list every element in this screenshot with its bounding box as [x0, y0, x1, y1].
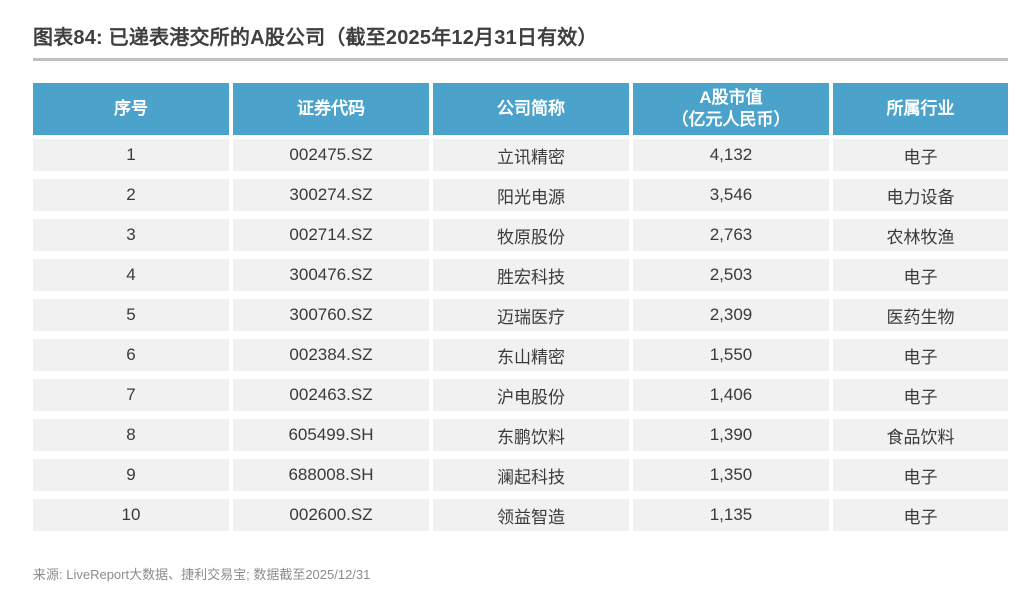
cell-market-cap: 1,350: [633, 459, 829, 491]
table-row: 8 605499.SH 东鹏饮料 1,390 食品饮料: [33, 419, 1008, 451]
table-row: 1 002475.SZ 立讯精密 4,132 电子: [33, 139, 1008, 171]
cell-code: 605499.SH: [233, 419, 429, 451]
table-row: 2 300274.SZ 阳光电源 3,546 电力设备: [33, 179, 1008, 211]
cell-code: 300274.SZ: [233, 179, 429, 211]
cell-company-name: 澜起科技: [433, 459, 629, 491]
cell-industry: 食品饮料: [833, 419, 1008, 451]
cell-market-cap: 2,309: [633, 299, 829, 331]
cell-market-cap: 2,763: [633, 219, 829, 251]
cell-company-name: 东山精密: [433, 339, 629, 371]
cell-industry: 电子: [833, 139, 1008, 171]
cell-company-name: 立讯精密: [433, 139, 629, 171]
cell-company-name: 胜宏科技: [433, 259, 629, 291]
table-row: 10 002600.SZ 领益智造 1,135 电子: [33, 499, 1008, 531]
cell-market-cap: 2,503: [633, 259, 829, 291]
cell-industry: 电子: [833, 459, 1008, 491]
col-header-label: 序号: [114, 99, 148, 118]
cell-code: 002384.SZ: [233, 339, 429, 371]
source-note: 来源: LiveReport大数据、捷利交易宝; 数据截至2025/12/31: [33, 567, 371, 582]
col-header-label: A股市值: [699, 88, 763, 107]
cell-company-name: 牧原股份: [433, 219, 629, 251]
cell-industry: 电子: [833, 379, 1008, 411]
cell-seq: 2: [33, 179, 229, 211]
table-body: 1 002475.SZ 立讯精密 4,132 电子 2 300274.SZ 阳光…: [33, 139, 1008, 531]
cell-industry: 医药生物: [833, 299, 1008, 331]
cell-code: 002475.SZ: [233, 139, 429, 171]
cell-seq: 8: [33, 419, 229, 451]
col-header-label: 所属行业: [886, 99, 955, 118]
col-header-code: 证券代码: [233, 83, 429, 135]
cell-seq: 3: [33, 219, 229, 251]
col-header-name: 公司简称: [433, 83, 629, 135]
table-row: 5 300760.SZ 迈瑞医疗 2,309 医药生物: [33, 299, 1008, 331]
table-header-row: 序号 证券代码 公司简称 A股市值 （亿元人民币） 所属行业: [33, 83, 1008, 135]
cell-code: 688008.SH: [233, 459, 429, 491]
cell-market-cap: 3,546: [633, 179, 829, 211]
cell-seq: 6: [33, 339, 229, 371]
cell-market-cap: 1,135: [633, 499, 829, 531]
col-header-mcap: A股市值 （亿元人民币）: [633, 83, 829, 135]
cell-industry: 电子: [833, 499, 1008, 531]
col-header-label: 证券代码: [297, 99, 365, 118]
cell-industry: 电子: [833, 259, 1008, 291]
cell-code: 002600.SZ: [233, 499, 429, 531]
cell-company-name: 沪电股份: [433, 379, 629, 411]
cell-market-cap: 4,132: [633, 139, 829, 171]
cell-market-cap: 1,406: [633, 379, 829, 411]
companies-table: 序号 证券代码 公司简称 A股市值 （亿元人民币） 所属行业 1 002475.…: [33, 83, 1008, 531]
cell-company-name: 领益智造: [433, 499, 629, 531]
col-header-label: 公司简称: [497, 99, 565, 118]
cell-seq: 5: [33, 299, 229, 331]
table-row: 7 002463.SZ 沪电股份 1,406 电子: [33, 379, 1008, 411]
cell-market-cap: 1,550: [633, 339, 829, 371]
table-row: 3 002714.SZ 牧原股份 2,763 农林牧渔: [33, 219, 1008, 251]
figure-title: 图表84: 已递表港交所的A股公司（截至2025年12月31日有效）: [33, 27, 598, 49]
cell-seq: 9: [33, 459, 229, 491]
cell-company-name: 东鹏饮料: [433, 419, 629, 451]
cell-code: 002463.SZ: [233, 379, 429, 411]
table-row: 9 688008.SH 澜起科技 1,350 电子: [33, 459, 1008, 491]
col-header-seq: 序号: [33, 83, 229, 135]
cell-code: 300476.SZ: [233, 259, 429, 291]
cell-industry: 农林牧渔: [833, 219, 1008, 251]
table-row: 4 300476.SZ 胜宏科技 2,503 电子: [33, 259, 1008, 291]
col-header-sublabel: （亿元人民币）: [671, 110, 791, 129]
cell-company-name: 阳光电源: [433, 179, 629, 211]
cell-market-cap: 1,390: [633, 419, 829, 451]
cell-seq: 1: [33, 139, 229, 171]
cell-seq: 7: [33, 379, 229, 411]
title-underline: [33, 58, 1008, 61]
cell-industry: 电力设备: [833, 179, 1008, 211]
table-row: 6 002384.SZ 东山精密 1,550 电子: [33, 339, 1008, 371]
col-header-industry: 所属行业: [833, 83, 1008, 135]
cell-seq: 4: [33, 259, 229, 291]
cell-company-name: 迈瑞医疗: [433, 299, 629, 331]
cell-code: 300760.SZ: [233, 299, 429, 331]
cell-code: 002714.SZ: [233, 219, 429, 251]
cell-seq: 10: [33, 499, 229, 531]
cell-industry: 电子: [833, 339, 1008, 371]
